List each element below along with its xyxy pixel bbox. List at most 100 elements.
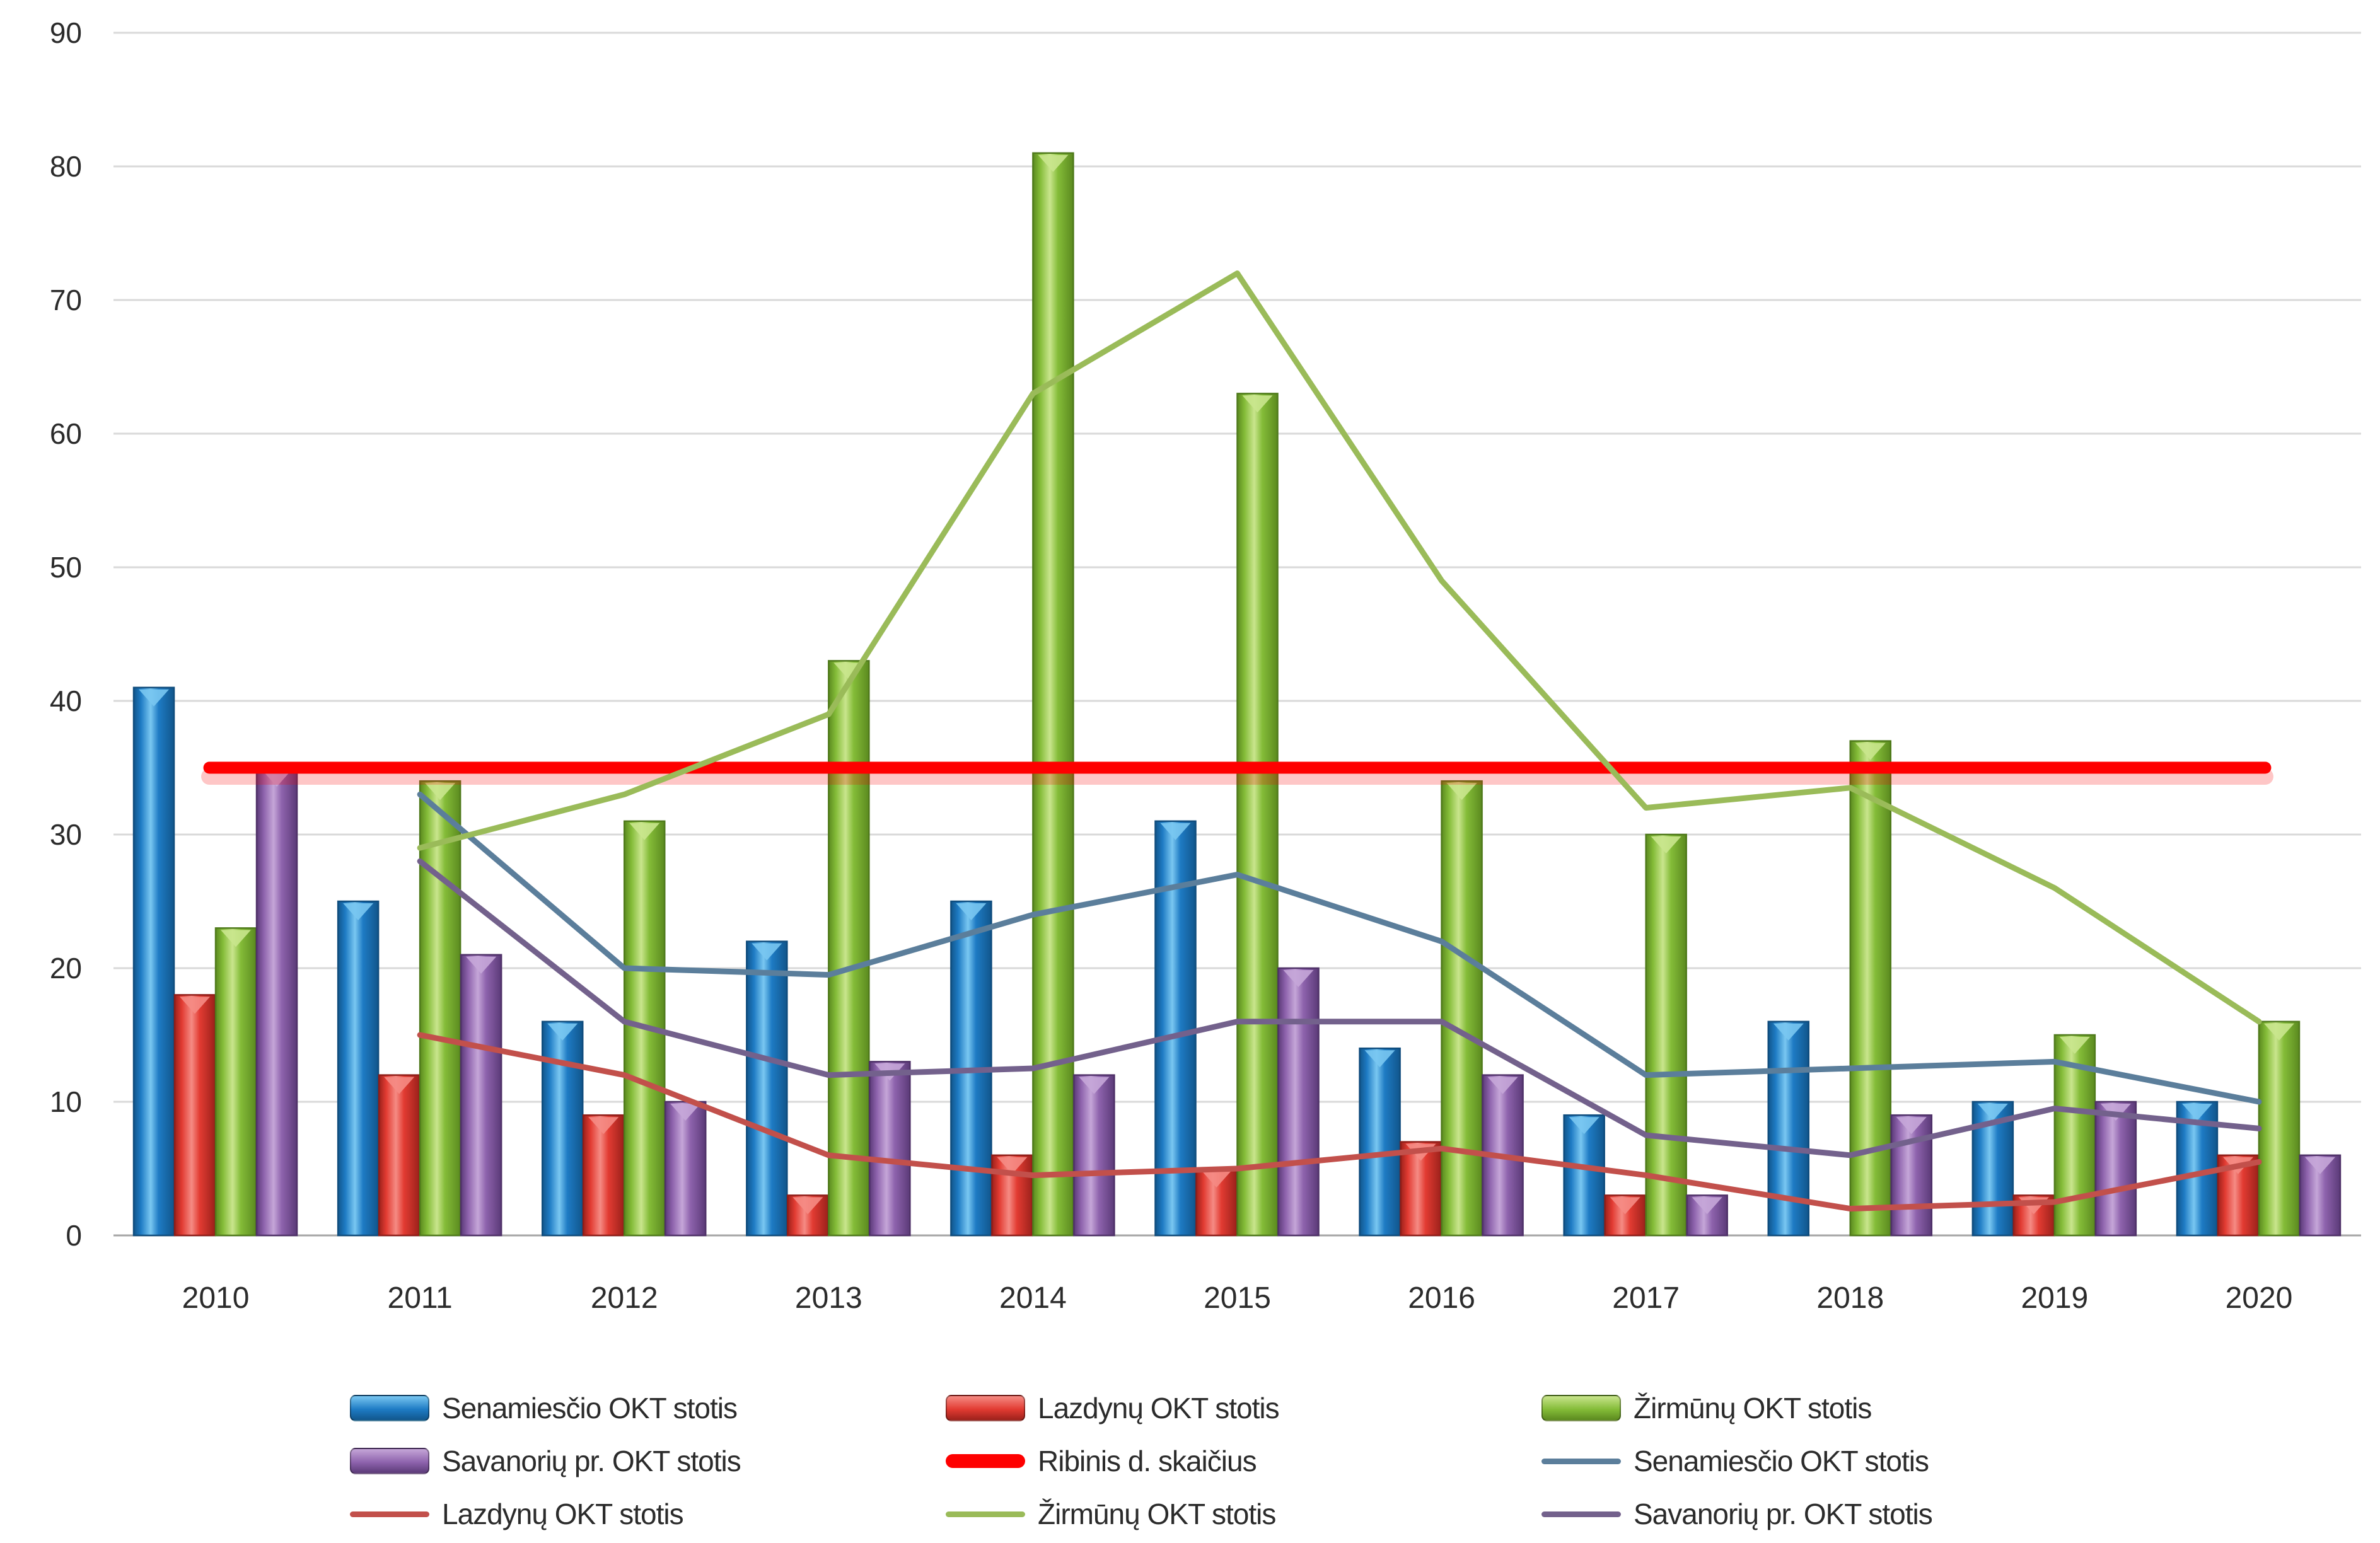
bar-top-highlight	[1160, 823, 1191, 840]
bar-top-highlight	[1610, 1197, 1640, 1215]
bar-top-highlight	[425, 783, 456, 800]
bar-top-highlight	[670, 1104, 701, 1121]
bar-blue-2017	[1563, 1114, 1605, 1237]
line-series-3	[417, 858, 2262, 1159]
legend-item-5: Senamiesčio OKT stotis	[1541, 1435, 2172, 1488]
bar-purple-2015	[1277, 967, 1320, 1237]
bar-top-highlight	[1283, 970, 1314, 987]
bar-top-highlight	[752, 943, 782, 961]
y-tick-20: 20	[50, 952, 82, 985]
bar-purple-2013	[869, 1061, 911, 1237]
bar-top-highlight	[792, 1197, 823, 1215]
line-swatch-icon	[1541, 1458, 1621, 1464]
legend-item-0: Senamiesčio OKT stotis	[350, 1382, 946, 1435]
bar-top-highlight	[2263, 1023, 2294, 1041]
bar-top-highlight	[1651, 836, 1681, 853]
bar-top-highlight	[466, 956, 497, 974]
bar-blue-2013	[746, 940, 788, 1237]
bar-top-highlight	[2059, 1037, 2090, 1054]
y-tick-70: 70	[50, 284, 82, 316]
legend-label: Žirmūnų OKT stotis	[1038, 1498, 1276, 1530]
bar-top-highlight	[956, 903, 987, 920]
x-tick-2019: 2019	[2021, 1281, 2088, 1315]
legend-item-3: Savanorių pr. OKT stotis	[350, 1435, 946, 1488]
bar-purple-2011	[460, 954, 502, 1237]
x-tick-2016: 2016	[1408, 1281, 1475, 1315]
bar-top-highlight	[262, 770, 293, 787]
legend-item-7: Žirmūnų OKT stotis	[946, 1488, 1541, 1540]
bar-blue-2010	[132, 686, 175, 1237]
x-tick-2017: 2017	[1612, 1281, 1680, 1315]
bar-purple-2010	[255, 766, 298, 1237]
chart-legend: Senamiesčio OKT stotis Lazdynų OKT stotis…	[350, 1382, 2241, 1540]
x-tick-2011: 2011	[388, 1281, 453, 1315]
bar-swatch-icon	[1541, 1395, 1621, 1421]
bar-green-2017	[1645, 833, 1687, 1237]
bar-top-highlight	[547, 1023, 578, 1041]
line-swatch-icon	[1541, 1511, 1621, 1517]
bar-top-highlight	[2181, 1104, 2212, 1121]
bar-red-2010	[173, 994, 216, 1237]
bar-purple-2019	[2094, 1101, 2137, 1237]
y-tick-60: 60	[50, 417, 82, 450]
bar-top-highlight	[1242, 395, 1273, 413]
bar-swatch-icon	[946, 1395, 1025, 1421]
y-tick-90: 90	[50, 16, 82, 49]
bar-top-highlight	[1692, 1197, 1722, 1215]
y-tick-40: 40	[50, 685, 82, 717]
x-tick-2010: 2010	[182, 1281, 250, 1315]
bar-green-2010	[214, 927, 257, 1237]
x-tick-2014: 2014	[999, 1281, 1067, 1315]
bar-top-highlight	[588, 1117, 619, 1135]
legend-label: Senamiesčio OKT stotis	[442, 1392, 738, 1425]
bar-swatch-icon	[350, 1448, 429, 1474]
bar-blue-2011	[337, 900, 380, 1237]
legend-label: Savanorių pr. OKT stotis	[442, 1445, 741, 1477]
bar-green-2015	[1236, 393, 1279, 1237]
y-tick-30: 30	[50, 818, 82, 851]
bar-purple-2012	[664, 1101, 707, 1237]
line-series-0	[417, 791, 2262, 1105]
legend-item-8: Savanorių pr. OKT stotis	[1541, 1488, 2172, 1540]
bar-top-highlight	[629, 823, 660, 840]
bar-top-highlight	[1569, 1117, 1599, 1135]
bar-green-2020	[2258, 1020, 2301, 1237]
bar-green-2013	[828, 660, 870, 1237]
bar-top-highlight	[1446, 783, 1477, 800]
legend-item-2: Žirmūnų OKT stotis	[1541, 1382, 2172, 1435]
y-tick-80: 80	[50, 150, 82, 183]
bar-blue-2012	[541, 1020, 584, 1237]
bar-blue-2016	[1359, 1047, 1401, 1237]
y-tick-50: 50	[50, 551, 82, 584]
legend-item-1: Lazdynų OKT stotis	[946, 1382, 1541, 1435]
x-tick-2012: 2012	[591, 1281, 658, 1315]
legend-label: Senamiesčio OKT stotis	[1634, 1445, 1929, 1477]
bar-top-highlight	[1977, 1104, 2008, 1121]
bar-green-2016	[1441, 780, 1483, 1237]
bar-top-highlight	[1773, 1023, 1804, 1041]
line-series-2	[417, 270, 2262, 1025]
bar-green-2018	[1849, 740, 1892, 1237]
legend-label: Ribinis d. skaičius	[1038, 1445, 1257, 1477]
bar-top-highlight	[1201, 1170, 1232, 1188]
bar-top-highlight	[1038, 154, 1069, 172]
bar-top-highlight	[1896, 1117, 1927, 1135]
thick-line-swatch-icon	[946, 1454, 1025, 1468]
legend-item-4: Ribinis d. skaičius	[946, 1435, 1541, 1488]
legend-item-6: Lazdynų OKT stotis	[350, 1488, 946, 1540]
bar-top-highlight	[1855, 743, 1886, 760]
x-tick-2015: 2015	[1204, 1281, 1271, 1315]
bar-top-highlight	[1079, 1077, 1110, 1094]
x-tick-2018: 2018	[1816, 1281, 1884, 1315]
bar-top-highlight	[221, 930, 252, 947]
line-swatch-icon	[946, 1511, 1025, 1517]
bar-green-2014	[1032, 152, 1074, 1237]
line-series-1	[417, 1032, 2262, 1212]
line-swatch-icon	[350, 1511, 429, 1517]
bar-top-highlight	[1364, 1050, 1395, 1068]
x-tick-2013: 2013	[795, 1281, 862, 1315]
bar-green-2011	[419, 780, 461, 1237]
legend-label: Žirmūnų OKT stotis	[1634, 1392, 1872, 1425]
